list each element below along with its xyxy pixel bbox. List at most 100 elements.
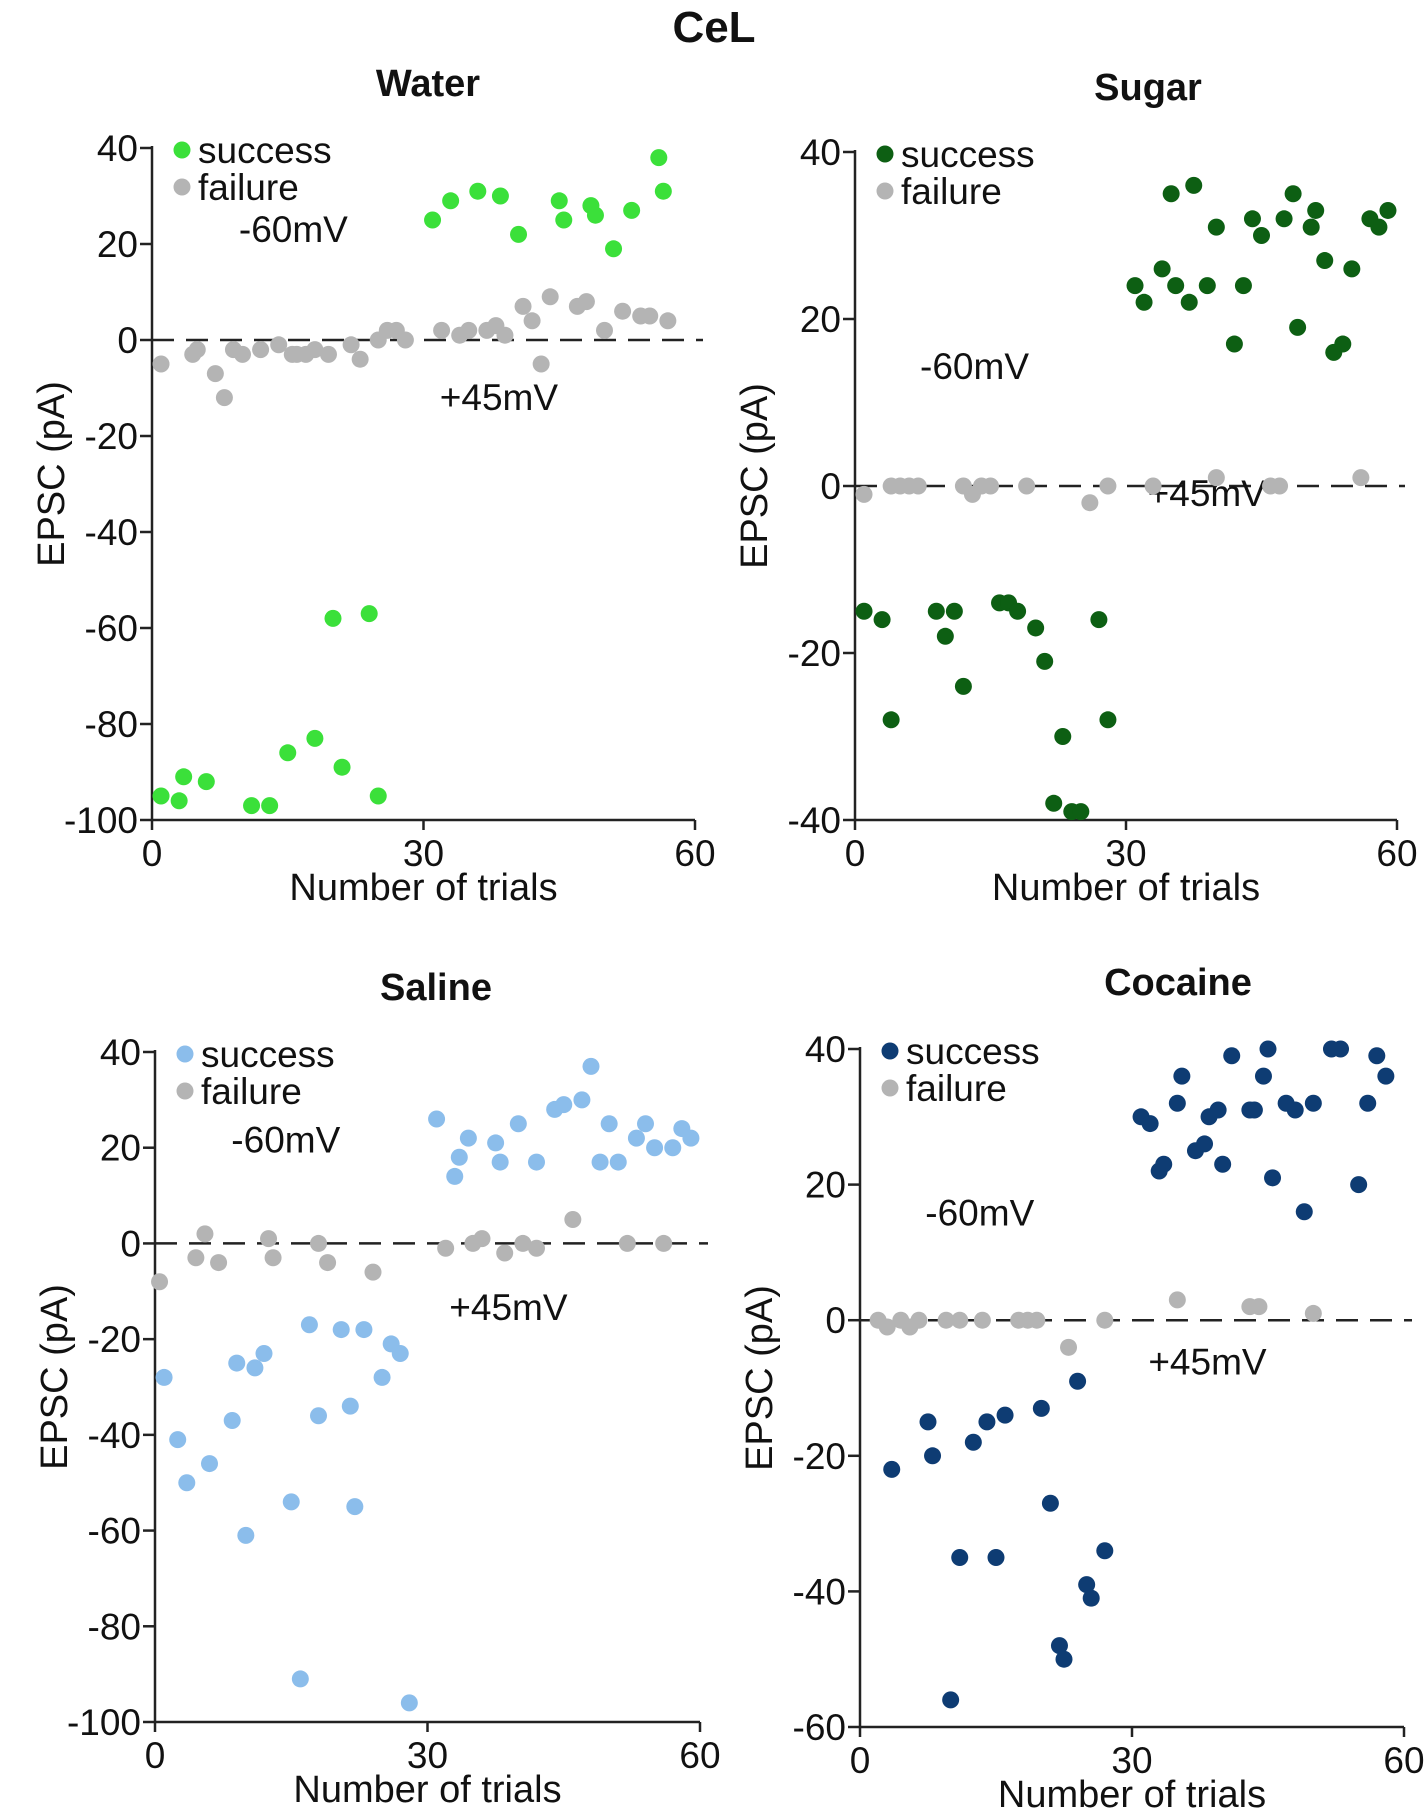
data-point-failure [306,341,324,359]
y-tick-label: -60 [793,1707,846,1748]
data-point-success [1167,277,1185,295]
data-point-success [883,1460,901,1478]
data-point-success [1082,1589,1100,1607]
data-point-success [1126,277,1144,295]
y-tick-label: 40 [805,1029,846,1070]
data-point-success [609,1153,627,1171]
data-point-success [1264,1169,1282,1187]
data-point-failure [514,1234,532,1252]
y-tick-label: -20 [85,416,138,457]
y-tick-label: 20 [805,1165,846,1206]
data-point-success [175,768,193,786]
data-point-failure [351,350,369,368]
data-point-success [1009,602,1027,620]
data-point-success [246,1359,264,1377]
data-point-failure [364,1263,382,1281]
data-point-failure [151,1273,169,1291]
data-point-success [586,206,604,224]
data-point-success [605,240,623,258]
data-point-success [623,201,641,219]
data-point-success [355,1321,373,1339]
data-point-success [1370,218,1388,236]
x-tick-label: 60 [674,833,715,874]
data-point-failure [319,1254,337,1272]
legend-marker-success [876,145,894,163]
data-point-failure [1271,477,1289,495]
y-tick-label: 20 [800,299,841,340]
legend-marker-failure [176,1082,194,1100]
data-point-success [1275,210,1293,228]
data-point-success [1225,335,1243,353]
data-point-success [300,1316,318,1334]
legend-label-success: success [906,1031,1040,1072]
data-point-success [1168,1094,1186,1112]
y-tick-label: -40 [788,800,841,841]
data-point-success [882,711,900,729]
voltage-annotation: +45mV [1148,1341,1267,1382]
data-point-success [1214,1155,1232,1173]
y-axis-label: EPSC (pA) [31,381,73,567]
data-point-success [487,1134,505,1152]
panel-title: Cocaine [1104,962,1252,1004]
voltage-annotation: -60mV [231,1120,340,1161]
y-tick-label: 40 [800,132,841,173]
data-point-failure [528,1239,545,1257]
data-point-failure [641,307,659,325]
y-tick-label: -20 [88,1319,141,1360]
data-point-success [1284,185,1302,203]
data-point-success [1289,318,1307,336]
x-axis-label: Number of trials [992,867,1260,909]
data-point-failure [1028,1311,1046,1329]
data-point-failure [234,345,251,363]
data-point-success [228,1354,246,1372]
data-point-success [1307,201,1325,219]
data-point-success [197,773,215,791]
data-point-success [1054,728,1072,745]
y-tick-label: 0 [820,466,841,507]
data-point-success [152,787,170,805]
x-tick-label: 30 [407,1735,448,1776]
data-point-success [1304,1094,1322,1112]
data-point-success [491,187,509,205]
data-point-success [400,1694,418,1712]
data-point-success [1379,201,1397,219]
data-point-failure [215,389,233,407]
legend-label-success: success [198,130,332,171]
data-point-success [1078,1576,1096,1594]
data-point-success [1135,293,1153,311]
data-point-success [954,677,972,695]
data-point-success [333,758,351,776]
data-point-success [600,1115,618,1133]
data-point-failure [937,1311,955,1329]
data-point-success [223,1412,241,1429]
data-point-failure [596,321,613,339]
data-point-success [237,1526,255,1544]
data-point-success [1295,1203,1313,1221]
data-point-success [255,1345,273,1362]
y-tick-label: 20 [97,224,138,265]
y-axis-label: EPSC (pA) [34,1284,76,1470]
data-point-failure [152,355,170,373]
data-point-success [391,1345,409,1362]
data-point-success [1069,1372,1087,1390]
data-point-success [1377,1067,1395,1085]
y-tick-label: 0 [825,1300,846,1341]
data-point-success [936,627,954,645]
data-point-success [1332,1040,1350,1058]
data-point-failure [196,1225,214,1243]
data-point-success [555,211,573,229]
data-point-success [1173,1067,1191,1085]
data-point-failure [1096,1311,1114,1329]
data-point-success [646,1139,664,1157]
data-point-success [1350,1176,1368,1194]
data-point-failure [188,341,206,359]
data-point-failure [577,293,595,311]
x-tick-label: 0 [850,1740,871,1781]
data-point-success [682,1129,700,1147]
panel-title: Saline [380,967,492,1009]
data-point-success [1343,260,1361,278]
